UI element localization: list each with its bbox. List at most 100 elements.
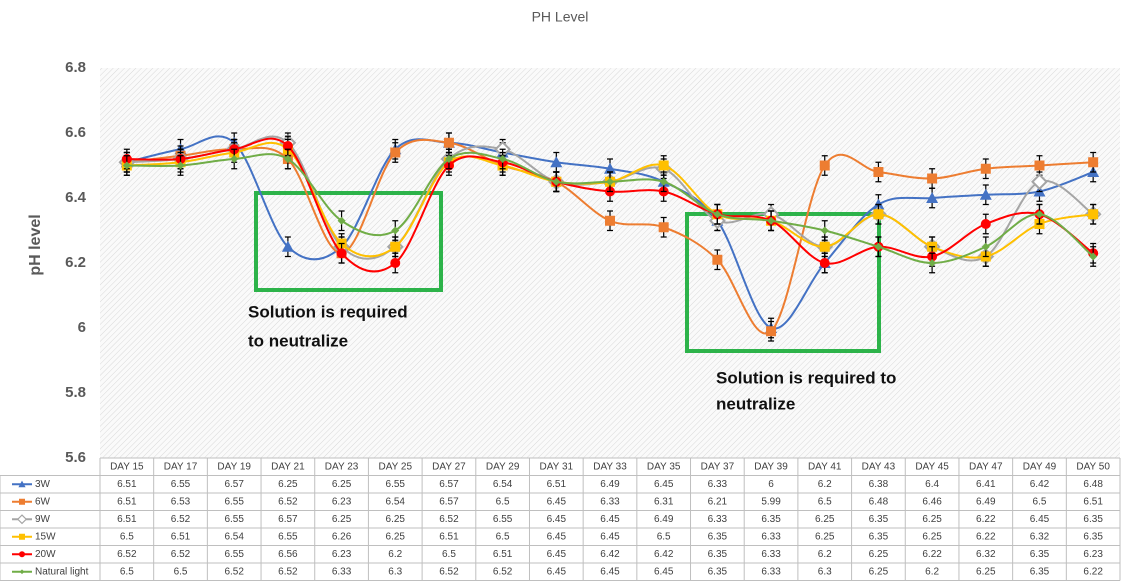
table-cell: 6.55: [171, 479, 191, 490]
table-cell: 6.2: [818, 549, 832, 560]
table-cell: 6.25: [386, 531, 406, 542]
marker: [444, 155, 453, 163]
y-tick-label: 5.6: [65, 449, 86, 466]
table-cell: 6.33: [761, 531, 781, 542]
table-cell: 6.22: [976, 531, 996, 542]
marker: [926, 192, 939, 203]
table-cell: 6.25: [815, 514, 835, 525]
marker: [18, 480, 26, 488]
table-cell: 6.51: [547, 479, 567, 490]
marker: [874, 242, 883, 251]
table-cell: 6.25: [386, 514, 406, 525]
table-cell: 6.51: [493, 549, 513, 560]
table-cell: 6.42: [654, 549, 674, 560]
annotation: to neutralize: [248, 331, 348, 350]
table-cell: 6.56: [278, 549, 298, 560]
marker: [19, 533, 25, 540]
x-tick-label: DAY 49: [1023, 461, 1057, 472]
table-cell: 6.2: [925, 566, 939, 577]
table-cell: 6.25: [922, 514, 942, 525]
table-cell: 6.25: [332, 479, 352, 490]
marker: [391, 226, 400, 235]
marker: [659, 177, 668, 186]
marker: [766, 326, 777, 337]
marker: [979, 188, 992, 200]
table-cell: 6.51: [117, 496, 137, 507]
table-cell: 6.49: [976, 496, 996, 507]
plot-area: [100, 68, 1120, 458]
annotation: Solution is required to: [716, 368, 896, 387]
marker: [604, 162, 616, 174]
legend-label: 9W: [35, 514, 51, 525]
x-tick-label: DAY 39: [754, 461, 788, 472]
table-cell: 6.33: [708, 514, 728, 525]
marker: [819, 241, 830, 252]
x-tick-label: DAY 29: [486, 461, 520, 472]
y-tick-label: 6: [78, 319, 86, 336]
table-cell: 6.51: [1083, 496, 1103, 507]
table-cell: 6.54: [386, 496, 406, 507]
table-cell: 6.5: [174, 566, 188, 577]
y-tick-label: 6.8: [65, 59, 86, 76]
table-cell: 6.25: [869, 549, 889, 560]
series-markers: [122, 148, 1098, 274]
annotation: neutralize: [716, 394, 795, 413]
table-cell: 6.3: [818, 566, 832, 577]
table-cell: 6.23: [332, 549, 352, 560]
x-tick-label: DAY 33: [593, 461, 627, 472]
table-cell: 6.2: [388, 549, 402, 560]
table-cell: 6.51: [171, 531, 191, 542]
table-cell: 6.42: [600, 549, 620, 560]
marker: [873, 167, 884, 177]
table-cell: 6.5: [442, 549, 456, 560]
table-cell: 6.54: [224, 531, 244, 542]
x-tick-label: DAY 37: [701, 461, 735, 472]
marker: [980, 219, 991, 229]
table-cell: 6.5: [496, 531, 510, 542]
x-tick-label: DAY 41: [808, 461, 842, 472]
table-cell: 6.57: [439, 479, 459, 490]
table-cell: 6.52: [493, 566, 513, 577]
y-tick-label: 6.2: [65, 254, 86, 271]
marker: [550, 156, 563, 168]
legend-label: 6W: [35, 496, 51, 507]
table-cell: 6.33: [332, 566, 352, 577]
marker: [19, 569, 25, 575]
table-cell: 6.25: [869, 566, 889, 577]
marker: [767, 216, 776, 225]
x-tick-label: DAY 35: [647, 461, 681, 472]
table-cell: 6.48: [869, 496, 889, 507]
table-cell: 6.52: [171, 549, 191, 560]
table-cell: 6.35: [708, 531, 728, 542]
marker: [390, 147, 401, 158]
table-cell: 6.48: [1083, 479, 1103, 490]
table-cell: 6.49: [600, 479, 620, 490]
table-cell: 6.35: [708, 566, 728, 577]
table-cell: 6.45: [547, 566, 567, 577]
table-cell: 6.57: [439, 496, 459, 507]
x-tick-label: DAY 43: [862, 461, 896, 472]
marker: [980, 163, 991, 174]
table-cell: 6.46: [922, 496, 942, 507]
table-cell: 6.3: [388, 566, 402, 577]
table-cell: 6.49: [654, 514, 674, 525]
marker: [1088, 209, 1099, 220]
x-tick-label: DAY 19: [217, 461, 251, 472]
marker: [1088, 157, 1099, 168]
table-cell: 6.45: [547, 496, 567, 507]
table-cell: 6.21: [708, 496, 728, 507]
marker: [1031, 173, 1048, 191]
table-cell: 6.5: [120, 531, 134, 542]
marker: [390, 241, 401, 252]
table-cell: 6.4: [925, 479, 939, 490]
table-cell: 6.38: [869, 479, 889, 490]
table-cell: 6.55: [224, 496, 244, 507]
legend-label: Natural light: [35, 566, 89, 577]
table-cell: 6.52: [224, 566, 244, 577]
table-cell: 6.35: [761, 514, 781, 525]
table-cell: 6.2: [818, 479, 832, 490]
table-cell: 6.45: [547, 514, 567, 525]
table-cell: 6.5: [496, 496, 510, 507]
table-cell: 6.33: [708, 479, 728, 490]
table-cell: 6.35: [1030, 549, 1050, 560]
